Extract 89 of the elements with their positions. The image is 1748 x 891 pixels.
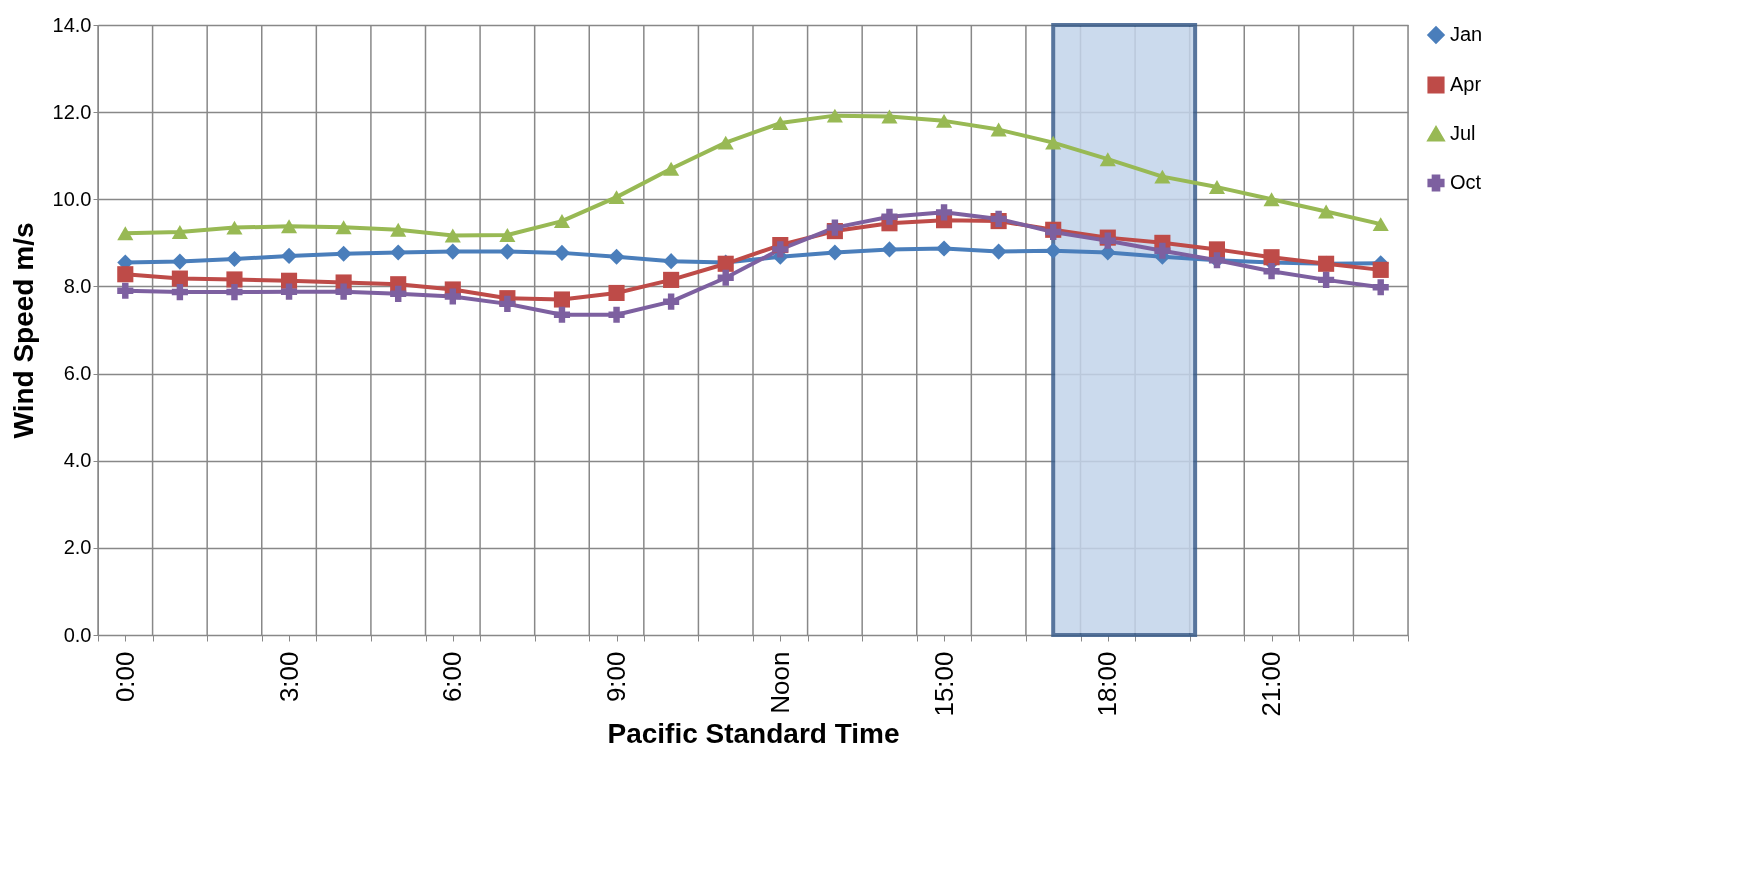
point	[663, 253, 680, 270]
point	[226, 250, 243, 268]
point	[390, 285, 407, 302]
point	[1045, 242, 1062, 259]
point	[608, 306, 625, 323]
point	[608, 284, 625, 302]
point	[280, 247, 298, 264]
point	[335, 283, 352, 300]
point	[717, 135, 734, 150]
legend-label: Apr	[1450, 73, 1482, 95]
point	[1318, 271, 1335, 288]
point	[826, 108, 843, 123]
point	[1372, 261, 1389, 278]
point	[280, 219, 298, 234]
point	[117, 266, 134, 283]
point	[499, 228, 516, 242]
point	[772, 241, 789, 258]
point	[1263, 192, 1280, 207]
point	[171, 253, 188, 270]
point	[935, 204, 953, 221]
point	[1263, 249, 1280, 266]
y-tick-label: 12.0	[52, 100, 92, 123]
point	[499, 295, 516, 312]
point	[171, 284, 188, 301]
point	[990, 243, 1007, 260]
y-tick-label: 10.0	[52, 187, 92, 210]
point	[390, 244, 407, 261]
point	[1154, 169, 1171, 184]
x-axis-title: Pacific Standard Time	[607, 717, 900, 749]
x-tick-label: 6:00	[437, 651, 468, 703]
y-tick-label: 0.0	[63, 623, 92, 646]
point	[772, 116, 789, 131]
y-tick-label: 4.0	[63, 449, 92, 472]
point	[1154, 242, 1171, 259]
point	[990, 122, 1007, 137]
x-tick-label: 0:00	[109, 651, 140, 703]
point	[881, 208, 898, 225]
point	[1263, 263, 1280, 280]
legend-label: Oct	[1450, 171, 1482, 193]
point	[335, 220, 352, 235]
point	[935, 240, 953, 257]
point	[226, 271, 243, 288]
x-tick-label: 9:00	[601, 651, 632, 703]
point	[663, 271, 680, 288]
point	[335, 245, 352, 262]
point	[881, 109, 898, 124]
point	[1208, 180, 1226, 195]
x-tick-label: 3:00	[273, 651, 304, 703]
point	[1099, 152, 1116, 167]
point	[1045, 135, 1062, 150]
point	[663, 293, 680, 310]
point	[171, 270, 188, 287]
legend-label: Jan	[1450, 23, 1483, 45]
x-tick-label: 15:00	[928, 651, 959, 717]
point	[117, 282, 134, 299]
y-tick-label: 14.0	[52, 13, 92, 36]
point	[663, 161, 680, 176]
x-tick-label: 18:00	[1092, 651, 1123, 717]
point	[826, 244, 843, 261]
y-tick-label: 6.0	[63, 362, 92, 385]
point	[881, 241, 898, 258]
point	[171, 224, 188, 239]
point	[717, 269, 734, 286]
point	[1372, 279, 1389, 296]
point	[935, 113, 953, 128]
point	[499, 243, 516, 260]
point	[390, 222, 407, 237]
point	[280, 283, 298, 300]
y-tick-label: 2.0	[63, 536, 92, 559]
point	[608, 190, 625, 205]
point	[226, 220, 243, 235]
point	[608, 248, 625, 265]
point	[553, 306, 571, 323]
y-tick-label: 8.0	[63, 274, 92, 297]
point	[553, 214, 571, 229]
point	[826, 219, 843, 236]
point	[226, 284, 243, 301]
point	[444, 243, 461, 260]
point	[444, 288, 461, 305]
point	[1318, 204, 1335, 219]
legend-label: Jul	[1450, 122, 1476, 144]
point	[1372, 217, 1389, 232]
point	[117, 226, 134, 241]
point	[444, 228, 461, 243]
x-tick-label: Noon	[764, 651, 795, 714]
y-axis-title: Wind Speed m/s	[7, 222, 39, 439]
point	[553, 244, 571, 261]
point	[553, 291, 571, 308]
x-tick-label: 21:00	[1256, 651, 1287, 717]
